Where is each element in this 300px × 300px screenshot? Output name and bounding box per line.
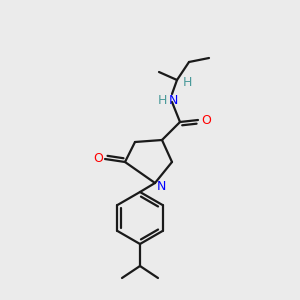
Text: O: O <box>93 152 103 166</box>
Text: H: H <box>182 76 192 89</box>
Text: O: O <box>201 113 211 127</box>
Text: H: H <box>157 94 167 106</box>
Text: N: N <box>168 94 178 106</box>
Text: N: N <box>156 181 166 194</box>
